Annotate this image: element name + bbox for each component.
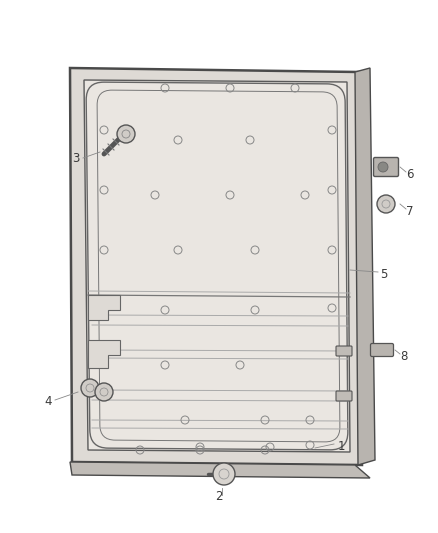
Polygon shape	[88, 340, 120, 368]
Text: 3: 3	[72, 152, 79, 165]
FancyBboxPatch shape	[336, 391, 352, 401]
Polygon shape	[70, 462, 370, 478]
Polygon shape	[70, 68, 362, 465]
Circle shape	[95, 383, 113, 401]
Circle shape	[81, 379, 99, 397]
Circle shape	[213, 463, 235, 485]
Text: 5: 5	[380, 268, 387, 281]
Text: 1: 1	[338, 440, 346, 453]
Text: 8: 8	[400, 350, 407, 363]
FancyBboxPatch shape	[336, 346, 352, 356]
FancyBboxPatch shape	[374, 157, 399, 176]
Circle shape	[377, 195, 395, 213]
Text: 7: 7	[406, 205, 413, 218]
Text: 6: 6	[406, 168, 413, 181]
Circle shape	[378, 162, 388, 172]
Polygon shape	[355, 68, 375, 465]
FancyBboxPatch shape	[371, 343, 393, 357]
Polygon shape	[88, 295, 120, 320]
Text: 4: 4	[44, 395, 52, 408]
Circle shape	[117, 125, 135, 143]
Text: 2: 2	[215, 490, 223, 503]
Polygon shape	[84, 80, 350, 452]
